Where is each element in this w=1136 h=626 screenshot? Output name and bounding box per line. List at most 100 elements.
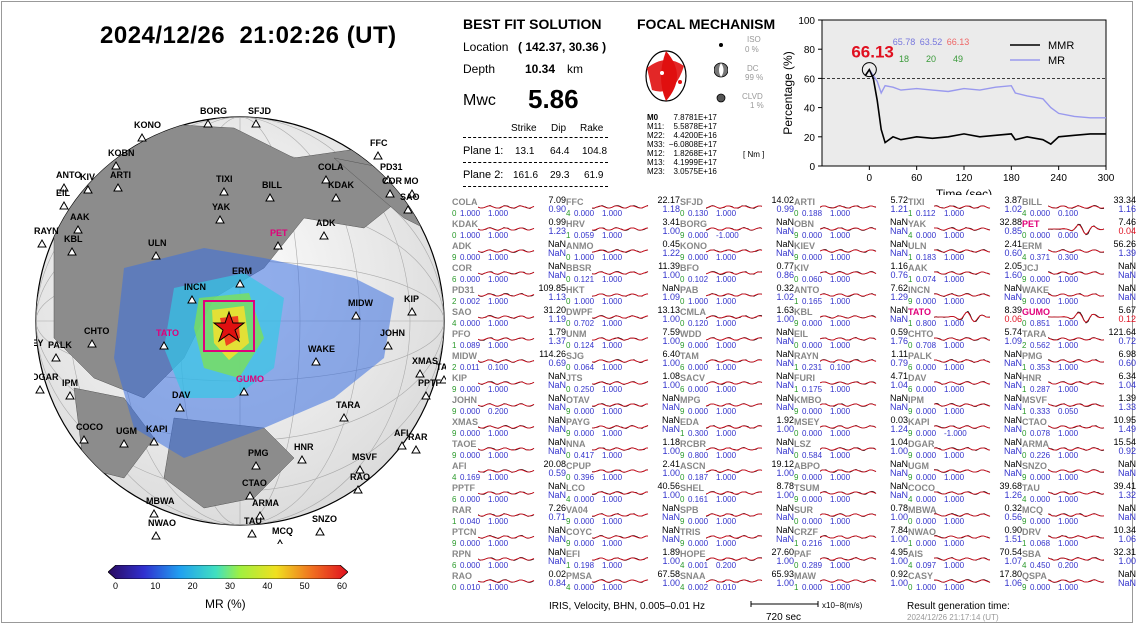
observed-trace [1048, 311, 1105, 324]
waveform-ratio: NaN [1003, 380, 1022, 390]
peak-label: 66.13 [851, 43, 894, 62]
waveform-cell: TAU 39.41 1.32 4 0.000 1.000 [1022, 482, 1136, 505]
station-label: MCQ [272, 526, 293, 536]
synthetic-trace [706, 535, 763, 539]
waveform-ratio: 1.00 [662, 270, 680, 280]
station-kono: KONO [134, 120, 161, 142]
waveform-amplitude: NaN [889, 393, 908, 403]
waveform-station: BBSR [566, 263, 592, 273]
waveform-values: NaN NaN [1004, 460, 1022, 478]
waveform-values: 65.93 1.00 [771, 570, 794, 588]
station-label: TAU [244, 516, 262, 526]
waveform-cell: UNM 7.59 1.00 0 0.124 1.000 [566, 328, 680, 351]
waveform-param-b: 1.000 [602, 275, 623, 284]
station-triangle-icon [311, 356, 321, 366]
station-label: PET [270, 228, 288, 238]
waveform-trace [706, 425, 763, 429]
synthetic-trace [820, 557, 877, 561]
waveform-quality: 0 [566, 341, 571, 350]
waveform-cell: SACV NaN NaN 6 0.000 1.000 [680, 372, 794, 395]
station-rar: RAR [408, 432, 428, 454]
waveform-values: NaN NaN [1118, 262, 1136, 280]
waveform-trace [592, 205, 649, 209]
waveform-values: 10.34 1.06 [1113, 526, 1136, 544]
tensor-value: 5.5878E+17 [673, 122, 717, 131]
waveform-cell: BORG NaN NaN 9 0.000 -1.000 [680, 218, 794, 241]
y-tick-label: 20 [804, 133, 816, 144]
station-label: IPM [62, 378, 78, 388]
waveform-station: DAV [908, 373, 927, 383]
waveform-station: DWPF [566, 307, 593, 317]
tensor-key: M0 [647, 113, 659, 122]
waveform-station: LSZ [794, 439, 811, 449]
waveform-param-b: 1.000 [944, 517, 965, 526]
waveform-ratio: 1.00 [662, 468, 680, 478]
tensor-value: 4.1999E+17 [673, 158, 717, 167]
waveform-cell: MIDW 114.26 0.69 2 0.011 0.100 [452, 350, 566, 373]
waveform-cell: ABPO NaN NaN 9 0.000 1.000 [794, 459, 908, 483]
waveform-station: SJG [566, 351, 585, 361]
synthetic-trace [592, 491, 649, 495]
tensor-value: 3.0575E+16 [673, 167, 717, 176]
synthetic-trace [592, 227, 649, 231]
waveform-trace [592, 579, 649, 583]
waveform-station: TIXI [908, 197, 925, 207]
waveform-cell: GUMO 5.67 0.12 0 0.851 1.000 [1022, 306, 1136, 329]
waveform-trace [1048, 359, 1105, 363]
waveform-ratio: 1.07 [1004, 556, 1022, 566]
station-cola: COLA [318, 162, 344, 184]
waveform-param-a: 0.002 [460, 297, 481, 306]
waveform-param-a: 0.000 [916, 473, 937, 482]
waveform-cell: KBL NaN NaN 9 0.000 1.000 [794, 306, 908, 329]
synthetic-trace [592, 425, 649, 429]
waveform-quality: 0 [680, 297, 685, 306]
waveform-param-b: 1.000 [944, 539, 965, 548]
waveform-quality: 9 [452, 407, 457, 416]
waveform-quality: 0 [794, 561, 799, 570]
station-kip: KIP [404, 294, 419, 316]
station-label: ANTO [56, 170, 81, 180]
waveform-values: 121.64 0.72 [1108, 328, 1136, 346]
waveform-quality: 9 [1022, 583, 1027, 592]
waveform-quality: 0 [794, 517, 799, 526]
waveform-values: 1.89 1.00 [662, 548, 680, 566]
waveform-quality: 4 [1022, 253, 1027, 262]
waveform-station: ANMO [566, 241, 594, 251]
waveform-ratio: NaN [661, 402, 680, 412]
waveform-values: NaN NaN [548, 438, 566, 456]
y-tick-label: 60 [804, 74, 816, 85]
waveform-station: PTCN [452, 527, 477, 537]
waveform-param-b: 1.000 [602, 319, 623, 328]
waveform-param-b: 1.000 [830, 495, 851, 504]
waveform-quality: 9 [566, 407, 571, 416]
waveform-param-b: 1.000 [488, 451, 509, 460]
synthetic-trace [706, 469, 763, 473]
waveform-amplitude: 109.85 [538, 283, 566, 293]
waveform-trace [478, 403, 535, 408]
waveform-trace [820, 468, 877, 473]
station-taoe: TAOE [436, 362, 446, 384]
waveform-values: 0.02 0.84 [548, 570, 566, 588]
synthetic-trace [820, 359, 877, 363]
synthetic-trace [478, 227, 535, 231]
waveform-values: 5.67 0.12 [1118, 306, 1136, 324]
station-label: KDAK [328, 180, 354, 190]
synthetic-trace [1048, 337, 1105, 341]
waveform-trace [934, 249, 991, 254]
waveform-param-a: 0.068 [1030, 539, 1051, 548]
waveform-param-b: 1.000 [944, 495, 965, 504]
station-triangle-icon [149, 436, 159, 446]
waveform-quality: 6 [908, 385, 913, 394]
waveform-cell: JTS 1.08 1.00 0 0.250 1.000 [566, 372, 680, 395]
tensor-row: M33: −6.0808E+17 [645, 140, 719, 149]
waveform-amplitude: NaN [889, 459, 908, 469]
waveform-station: RAO [452, 571, 472, 581]
synthetic-trace [706, 513, 763, 517]
waveform-station: HKT [566, 285, 585, 295]
waveform-trace [592, 249, 649, 253]
waveform-cell: RPN NaN NaN 6 0.000 1.000 [452, 548, 566, 571]
waveform-values: 2.41 1.00 [662, 460, 680, 478]
waveform-param-b: 1.000 [488, 341, 509, 350]
waveform-ratio: NaN [1117, 578, 1136, 588]
